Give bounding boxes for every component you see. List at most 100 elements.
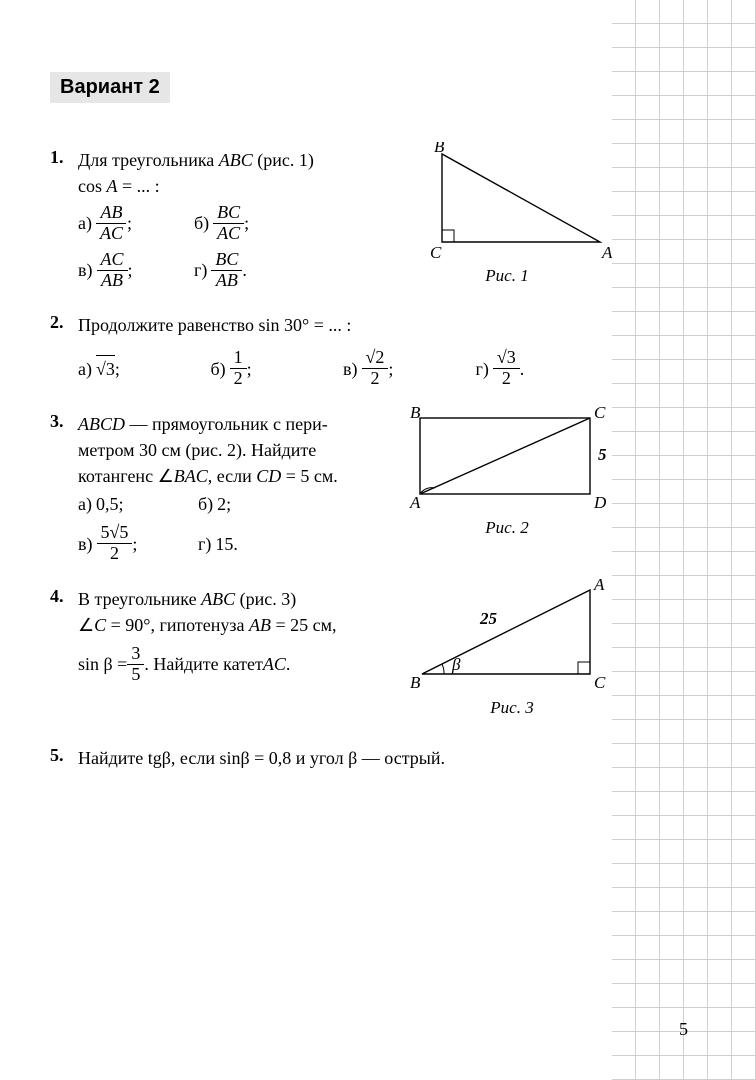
t: = 5 см. [281,466,338,486]
problem-body: ABCD — прямоугольник с пери- метром 30 с… [78,411,378,564]
options: а) ABAC; б) BCAC; в) ACAB; г) BCAB. [78,203,368,290]
den: 2 [106,544,123,564]
figure-3: A B C 25 β Рис. 3 [402,574,622,718]
opt-a: а) 3; [78,348,211,389]
abcd: ABCD [78,414,125,434]
v: 15. [215,531,238,557]
problem-number: 4. [50,586,78,685]
abc: ABC [201,589,235,609]
problem-number: 1. [50,147,78,290]
opt-b: б)2; [198,491,318,517]
lbl-B: B [410,404,421,422]
den: AC [96,224,127,244]
den: 5 [127,665,144,685]
den: AB [97,271,127,291]
opt-v: в) 5√52; [78,523,198,564]
lbl: г) [198,531,211,557]
opt-g: г)15. [198,523,318,564]
options: а)0,5; б)2; в) 5√52; г)15. [78,491,378,564]
val: 3 [96,359,115,379]
line3: sin β = 35 . Найдите катет AC. [78,644,290,685]
caption: Рис. 3 [402,698,622,718]
page-content: Вариант 2 1. Для треугольника ABC (рис. … [50,72,608,793]
t: = 25 см, [271,615,337,635]
AC: AC [263,651,286,677]
frac: 35 [127,644,144,685]
line2: ∠C = 90°, гипотенуза AB = 25 см, [78,615,337,635]
sq5: 5 [119,522,128,542]
t: В треугольнике [78,589,201,609]
opt-b: б) BCAC; [194,203,310,244]
t: — прямоугольник с пери- [125,414,328,434]
five: 5 [101,522,110,542]
lbl-B: B [410,673,421,692]
figure-2: B C A D 5 Рис. 2 [402,404,612,538]
num: 5√5 [97,523,133,544]
p1-text: Для треугольника ABC (рис. 1) [78,150,314,170]
triangle-1: B C A [402,142,612,262]
t: котангенс [78,466,158,486]
problem-2: 2. Продолжите равенство sin 30° = ... : … [50,312,608,389]
lbl: а) [78,356,92,382]
frac: 12 [230,348,247,389]
den: AB [212,271,242,291]
lbl: в) [78,531,93,557]
txt: (рис. 1) [253,150,314,170]
opt-v: в) ACAB; [78,250,194,291]
num: √2 [362,348,389,369]
sin: sin β = [78,651,127,677]
problem-5: 5. Найдите tgβ, если sinβ = 0,8 и угол β… [50,745,608,771]
frac: √22 [362,348,389,389]
problem-number: 2. [50,312,78,389]
lbl: б) [211,356,226,382]
caption: Рис. 2 [402,518,612,538]
abc: ABC [219,150,253,170]
opt-a: а) ABAC; [78,203,194,244]
A: A [107,176,118,196]
C: C [94,615,106,635]
txt: Продолжите равенство sin 30° = ... : [78,315,351,335]
p1-line2: cos A = ... : [78,176,160,196]
lbl: б) [194,210,209,236]
lbl-A: A [409,493,421,512]
v: 2; [217,491,231,517]
frac: BCAC [213,203,244,244]
rectangle: B C A D 5 [402,404,622,514]
t: . Найдите катет [144,651,263,677]
den: 2 [230,369,247,389]
frac: BCAB [211,250,242,291]
lbl: а) [78,491,92,517]
lbl: в) [78,257,93,283]
frac: ACAB [97,250,128,291]
eq: = ... : [118,176,160,196]
lbl: а) [78,210,92,236]
v: 3 [507,347,516,367]
page-number: 5 [679,1019,688,1040]
lbl-B: B [434,142,445,156]
lbl: г) [194,257,207,283]
bac: BAC [174,466,208,486]
problem-body: Продолжите равенство sin 30° = ... : а) … [78,312,608,389]
txt: Для треугольника [78,150,219,170]
line1: В треугольнике ABC (рис. 3) [78,589,296,609]
num: 1 [230,348,247,369]
figure-1: B C A Рис. 1 [402,142,612,286]
t: , если [208,466,257,486]
triangle-3: A B C 25 β [402,574,622,694]
lbl-C: C [430,243,442,262]
side: 5 [598,445,607,464]
t: = 90°, гипотенуза [106,615,249,635]
num: √3 [493,348,520,369]
den: AC [213,224,244,244]
sqrt: 3 [96,355,115,382]
lbl-A: A [601,243,612,262]
line3: котангенс ∠BAC, если CD = 5 см. [78,466,338,486]
den: 2 [498,369,515,389]
options: а) 3; б) 12; в) √22; г) √32. [78,348,608,389]
line2: метром 30 см (рис. 2). Найдите [78,440,316,460]
frac: ABAC [96,203,127,244]
dot: . [286,651,291,677]
problem-body: Для треугольника ABC (рис. 1) cos A = ..… [78,147,368,290]
num: BC [213,203,244,224]
variant-title: Вариант 2 [50,72,170,103]
